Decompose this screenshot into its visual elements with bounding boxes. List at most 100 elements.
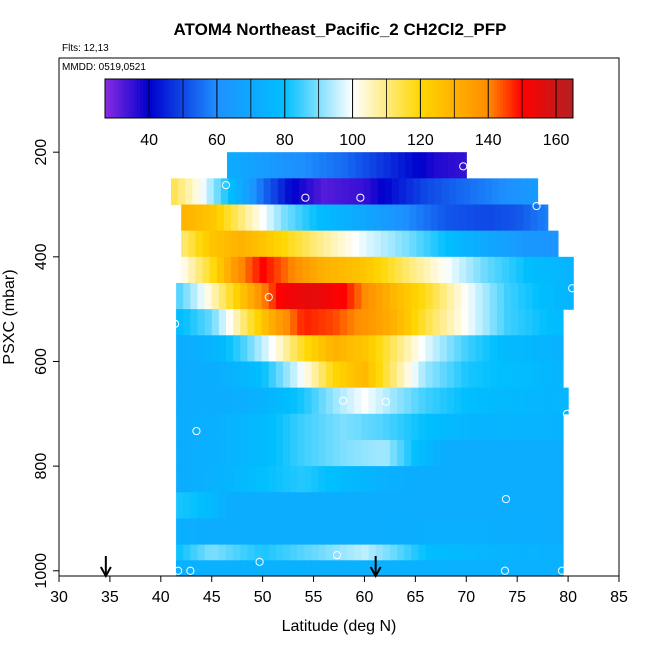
heatmap-cell (551, 256, 560, 284)
heatmap-cell (361, 466, 370, 493)
heatmap-cell (325, 361, 334, 389)
heatmap-cell (183, 387, 191, 415)
heatmap-cell (333, 152, 342, 179)
heatmap-cell (532, 492, 541, 520)
colorbar-segment (558, 79, 562, 118)
heatmap-row (176, 466, 564, 493)
heatmap-cell (325, 309, 334, 336)
heatmap-cell (304, 282, 313, 310)
heatmap-cell (197, 560, 206, 577)
heatmap-cell (240, 309, 248, 336)
heatmap-cell (325, 492, 334, 520)
heatmap-cell (432, 466, 441, 493)
heatmap-cell (525, 361, 534, 389)
heatmap-cell (330, 204, 339, 232)
heatmap-cell (238, 204, 246, 232)
colorbar-segment (260, 79, 264, 118)
heatmap-cell (306, 178, 315, 206)
colorbar-segment (239, 79, 243, 118)
heatmap-cell (402, 230, 410, 258)
heatmap-cell (190, 309, 199, 336)
heatmap-cell (284, 152, 292, 179)
heatmap-cell (404, 492, 412, 520)
heatmap-cell (461, 518, 469, 546)
heatmap-cell (560, 492, 564, 520)
heatmap-cell (475, 518, 484, 546)
heatmap-cell (352, 230, 360, 258)
heatmap-cell (327, 178, 336, 206)
heatmap-cell (418, 335, 427, 363)
heatmap-cell (318, 413, 327, 441)
heatmap-cell (516, 204, 524, 232)
colorbar-segment (488, 79, 492, 118)
heatmap-cell (218, 361, 227, 389)
colorbar-segment (543, 79, 548, 118)
heatmap-cell (518, 518, 526, 546)
heatmap-cell (197, 387, 206, 415)
colorbar-segment (464, 79, 469, 118)
heatmap-cell (225, 413, 234, 441)
heatmap-row (176, 387, 569, 415)
heatmap-cell (190, 466, 199, 493)
heatmap-cell (325, 439, 334, 467)
heatmap-cell (261, 335, 270, 363)
heatmap-cell (503, 466, 512, 493)
heatmap-cell (432, 309, 441, 336)
heatmap-cell (188, 256, 197, 284)
heatmap-cell (359, 230, 368, 258)
heatmap-cell (439, 492, 448, 520)
heatmap-cell (218, 439, 227, 467)
sample-point (170, 319, 180, 328)
colorbar-segment (365, 79, 369, 118)
heatmap-cell (269, 152, 278, 179)
heatmap-cell (354, 413, 362, 441)
heatmap-cell (304, 466, 313, 493)
heatmap-cell (225, 282, 234, 310)
heatmap-cell (320, 178, 329, 206)
x-tick-label: 40 (152, 589, 170, 606)
heatmap-cell (202, 230, 211, 258)
heatmap-cell (530, 230, 539, 258)
heatmap-cell (268, 466, 277, 493)
heatmap-cell (304, 309, 313, 336)
heatmap-cell (525, 466, 534, 493)
heatmap-cell (245, 256, 254, 284)
heatmap-cell (382, 387, 391, 415)
heatmap-cell (416, 256, 425, 284)
heatmap-cell (283, 413, 291, 441)
heatmap-cell (395, 256, 403, 284)
heatmap-cell (209, 204, 218, 232)
heatmap-cell (240, 439, 248, 467)
heatmap-cell (197, 544, 206, 572)
heatmap-cell (439, 560, 448, 577)
x-tick-label: 75 (508, 589, 526, 606)
heatmap-cell (288, 230, 296, 258)
x-tick-label: 60 (356, 589, 374, 606)
heatmap-cell (459, 204, 467, 232)
heatmap-cell (318, 560, 327, 577)
heatmap-cell (254, 335, 263, 363)
colorbar-segment (526, 79, 530, 118)
heatmap-cell (475, 466, 484, 493)
sample-point (332, 550, 342, 560)
heatmap-cell (494, 256, 503, 284)
heatmap-cell (366, 256, 375, 284)
heatmap-cell (332, 544, 341, 572)
heatmap-cell (368, 309, 377, 336)
heatmap-cell (404, 413, 412, 441)
heatmap-cell (311, 361, 320, 389)
heatmap-cell (337, 204, 346, 232)
heatmap-cell (553, 309, 562, 336)
heatmap-cell (496, 387, 505, 415)
heatmap-cell (354, 309, 362, 336)
heatmap-cell (503, 309, 512, 336)
heatmap-cell (283, 282, 291, 310)
heatmap-cell (418, 439, 427, 467)
heatmap-cell (530, 204, 539, 232)
colorbar-segment (458, 79, 463, 118)
heatmap-cell (546, 335, 555, 363)
heatmap-cell (290, 309, 298, 336)
colorbar-segment (420, 79, 425, 118)
heatmap-cell (470, 178, 479, 206)
heatmap-cell (369, 152, 378, 179)
